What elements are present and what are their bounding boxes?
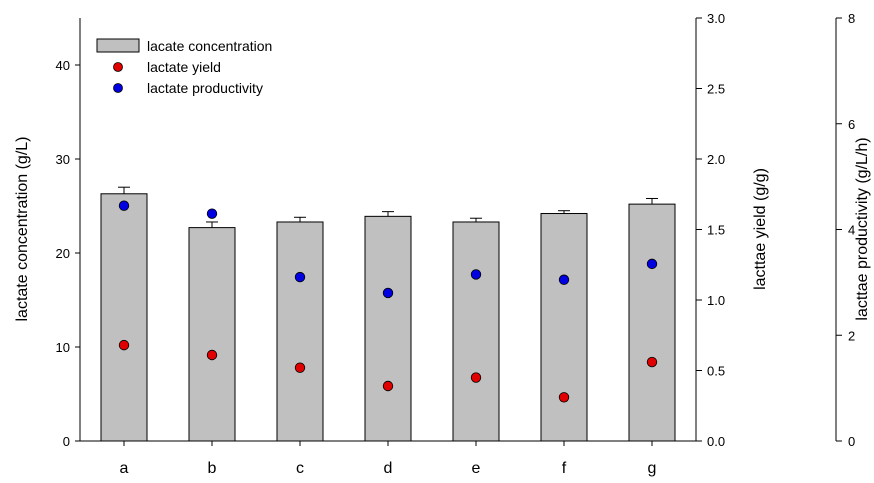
yield-point-d bbox=[382, 380, 394, 392]
bar-a bbox=[100, 193, 148, 442]
productivity-tick-label: 4 bbox=[848, 223, 855, 238]
legend-label-productivity: lactate productivity bbox=[147, 80, 263, 96]
category-label-c: c bbox=[296, 460, 304, 477]
bar-e bbox=[452, 221, 500, 442]
productivity-axis-label: lacttae productivity (g/L/h) bbox=[854, 137, 871, 320]
legend: lacate concentration lactate yield lacta… bbox=[96, 38, 272, 96]
bar-b bbox=[188, 227, 236, 442]
productivity-point-f bbox=[558, 274, 570, 285]
bar-c bbox=[276, 221, 324, 442]
yield-point-b bbox=[206, 349, 218, 361]
yield-point-f bbox=[558, 392, 570, 403]
category-label-f: f bbox=[562, 460, 567, 477]
yield-point-g bbox=[646, 356, 658, 368]
category-label-e: e bbox=[472, 460, 481, 477]
yield-axis-label: lacttae yield (g/g) bbox=[752, 168, 769, 290]
yield-axis: 0.0 0.5 1.0 1.5 2.0 2.5 3.0 bbox=[695, 11, 725, 449]
yield-tick-label: 3.0 bbox=[707, 11, 725, 26]
bar-g bbox=[628, 203, 676, 442]
productivity-tick-label: 0 bbox=[848, 434, 855, 449]
left-tick-label: 30 bbox=[56, 152, 70, 167]
left-axis-label: lactate concentration (g/L) bbox=[14, 137, 31, 322]
category-labels: a b c d e f g bbox=[120, 441, 657, 477]
legend-productivity-marker bbox=[113, 83, 123, 93]
left-tick-label: 10 bbox=[56, 340, 70, 355]
left-tick-label: 40 bbox=[56, 58, 70, 73]
legend-label-yield: lactate yield bbox=[147, 59, 221, 75]
productivity-point-b bbox=[206, 208, 218, 219]
yield-tick-label: 2.0 bbox=[707, 152, 725, 167]
bars-group bbox=[100, 186, 676, 442]
productivity-tick-label: 6 bbox=[848, 117, 855, 132]
productivity-axis: 0 2 4 6 8 bbox=[835, 11, 855, 449]
yield-tick-label: 0.0 bbox=[707, 434, 725, 449]
bar-d bbox=[364, 215, 412, 442]
left-axis: 0 10 20 30 40 bbox=[56, 18, 696, 449]
productivity-point-c bbox=[294, 271, 306, 283]
left-tick-label: 0 bbox=[63, 434, 70, 449]
left-tick-label: 20 bbox=[56, 246, 70, 261]
yield-tick-label: 2.5 bbox=[707, 82, 725, 97]
points-group bbox=[118, 200, 658, 403]
yield-tick-label: 0.5 bbox=[707, 364, 725, 379]
bar-f bbox=[540, 213, 588, 442]
legend-bar-swatch bbox=[96, 38, 140, 53]
category-label-d: d bbox=[384, 460, 393, 477]
yield-point-e bbox=[470, 372, 482, 383]
category-label-a: a bbox=[120, 460, 129, 477]
legend-yield-marker bbox=[113, 62, 123, 72]
yield-tick-label: 1.5 bbox=[707, 223, 725, 238]
productivity-tick-label: 2 bbox=[848, 328, 855, 343]
productivity-point-d bbox=[382, 287, 394, 299]
productivity-point-g bbox=[646, 258, 658, 270]
productivity-point-e bbox=[470, 269, 482, 280]
legend-label-concentration: lacate concentration bbox=[147, 38, 272, 54]
yield-point-a bbox=[118, 339, 130, 351]
yield-tick-label: 1.0 bbox=[707, 293, 725, 308]
category-label-b: b bbox=[208, 460, 217, 477]
category-label-g: g bbox=[648, 460, 657, 477]
productivity-tick-label: 8 bbox=[848, 11, 855, 26]
productivity-point-a bbox=[118, 200, 130, 211]
yield-point-c bbox=[294, 362, 306, 373]
